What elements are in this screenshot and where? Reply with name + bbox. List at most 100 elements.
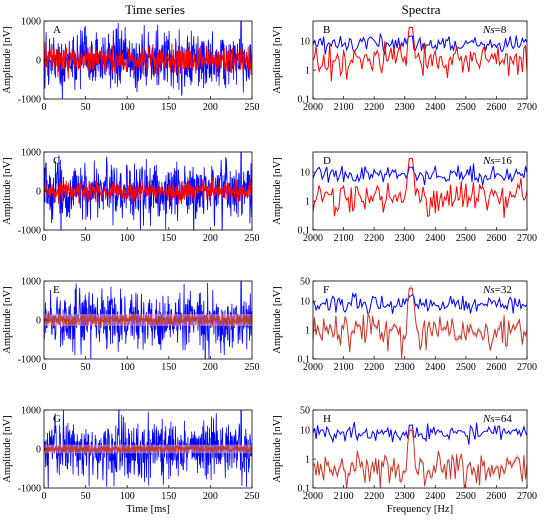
x-tick-label: 2000 [303,491,323,502]
x-axis-label: Frequency [Hz] [387,504,453,515]
panel-letter: F [323,284,329,296]
x-tick-label: 2300 [395,233,415,244]
ns-annotation: Ns=8 [482,24,507,36]
panel-d: 2000 2100 2200 2300 2400 2500 2600 2700 0.1 1 10 Am… [272,151,537,244]
y-tick-label: 0.1 [298,483,311,494]
panel-letter: E [53,284,60,296]
x-tick-label: 100 [120,491,135,502]
x-tick-label: 0 [42,362,47,373]
y-tick-label: 1000 [21,406,41,417]
x-tick-label: 150 [161,362,176,373]
x-tick-label: 2200 [364,491,384,502]
x-tick-label: 2600 [486,362,506,373]
y-tick-label: -1000 [18,484,41,495]
panel-f: 2000 2100 2200 2300 2400 2500 2600 2700 0.1 1 10 50… [272,277,537,374]
plot-area [313,26,527,82]
series-line-blue [313,291,527,317]
x-tick-label: 150 [161,102,176,113]
x-tick-label: 250 [245,233,260,244]
panel-letter: H [323,413,331,425]
y-axis-label: Amplitude [nV] [272,157,283,224]
x-tick-label: 2100 [334,102,354,113]
y-tick-label: 1000 [21,17,41,28]
panel-letter: D [323,155,331,167]
y-tick-label: 50 [300,406,310,417]
y-tick-label: 1 [305,455,310,466]
y-tick-label: -1000 [18,226,41,237]
x-tick-label: 200 [203,102,218,113]
x-tick-label: 50 [81,102,91,113]
y-tick-label: 0.1 [298,225,311,236]
axes-frame [312,280,528,360]
panel-b: 2000 2100 2200 2300 2400 2500 2600 2700 0.1 1 10 Am… [272,20,537,113]
y-tick-label: 0 [36,187,41,198]
plot-area [44,152,252,230]
x-tick-label: 2500 [456,233,476,244]
x-tick-label: 250 [245,491,260,502]
x-tick-label: 200 [203,491,218,502]
y-tick-label: 1000 [21,277,41,288]
plot-area [44,21,252,99]
series-line-red [44,177,252,204]
x-tick-label: 2700 [517,102,537,113]
series-line-dark_red [44,443,252,455]
x-tick-label: 2600 [486,102,506,113]
x-tick-label: 200 [203,233,218,244]
y-tick-label: 10 [300,297,310,308]
x-tick-label: 2000 [303,233,323,244]
x-tick-label: 250 [245,102,260,113]
x-tick-label: 2300 [395,362,415,373]
ns-annotation: Ns=64 [482,413,512,425]
x-tick-label: 2700 [517,233,537,244]
plot-area [313,421,527,488]
x-tick-label: 2000 [303,362,323,373]
series-line-blue [313,32,527,56]
x-tick-label: 2100 [334,362,354,373]
x-tick-label: 2400 [425,491,445,502]
x-tick-label: 100 [120,362,135,373]
y-axis-label: Amplitude [nV] [2,286,13,353]
x-tick-label: 2200 [364,102,384,113]
x-tick-label: 2400 [425,362,445,373]
x-tick-label: 2600 [486,233,506,244]
y-tick-label: 1000 [21,148,41,159]
x-tick-label: 2300 [395,102,415,113]
x-tick-label: 2100 [334,491,354,502]
x-tick-label: 150 [161,491,176,502]
series-line-red [313,157,527,218]
x-tick-label: 2200 [364,362,384,373]
y-axis-label: Amplitude [nV] [272,26,283,93]
x-tick-label: 0 [42,491,47,502]
panel-h: 2000 2100 2200 2300 2400 2500 2600 2700 0.1 1 10 50… [272,406,537,516]
x-tick-label: 150 [161,233,176,244]
y-tick-label: 0.1 [298,94,311,105]
plot-area [44,410,252,488]
y-axis-label: Amplitude [nV] [2,157,13,224]
series-line-blue [313,163,527,186]
series-line-blue [44,410,252,488]
y-tick-label: -1000 [18,95,41,106]
y-axis-label: Amplitude [nV] [2,415,13,482]
series-line-dark_red [44,312,252,328]
ns-annotation: Ns=32 [482,284,512,296]
x-tick-label: 2500 [456,102,476,113]
x-tick-label: 2700 [517,362,537,373]
series-line-dark_red [313,287,527,359]
y-tick-label: 1 [305,326,310,337]
x-tick-label: 0 [42,102,47,113]
axes-frame [312,151,528,231]
y-tick-label: 10 [300,37,310,48]
series-line-red [313,26,527,82]
y-tick-label: 0.1 [298,354,311,365]
series-line-blue [313,421,527,445]
series-line-dark_red [313,429,527,488]
right-column-title: Spectra [402,2,441,17]
x-tick-label: 100 [120,102,135,113]
x-tick-label: 2500 [456,362,476,373]
